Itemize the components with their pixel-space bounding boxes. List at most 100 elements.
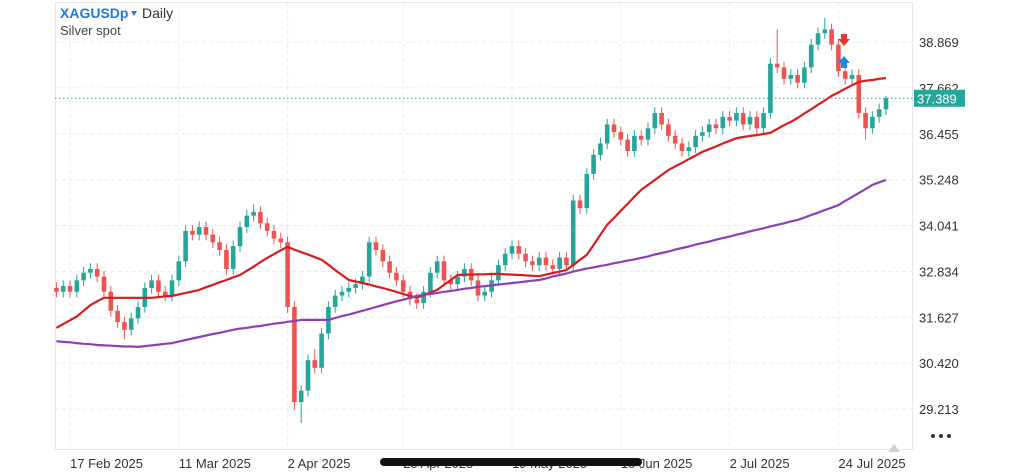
candle-body bbox=[74, 280, 80, 292]
scrollbar[interactable] bbox=[380, 458, 642, 466]
candle-body bbox=[604, 124, 610, 144]
candle-body bbox=[686, 147, 692, 152]
candle-body bbox=[666, 124, 671, 136]
candle-body bbox=[230, 246, 236, 269]
candle-body bbox=[754, 116, 760, 129]
x-tick-label: 24 Jul 2025 bbox=[838, 456, 905, 471]
candle-body bbox=[264, 223, 270, 231]
candle-body bbox=[713, 124, 719, 129]
candle-body bbox=[815, 33, 821, 45]
candle-body bbox=[81, 272, 86, 281]
candle-body bbox=[768, 63, 773, 114]
candle-body bbox=[672, 135, 678, 144]
sell-arrow bbox=[838, 34, 850, 46]
symbol-dropdown[interactable] bbox=[131, 11, 137, 16]
candle-body bbox=[54, 287, 59, 292]
candle-body bbox=[285, 242, 290, 307]
candle-body bbox=[237, 227, 243, 247]
candle-body bbox=[693, 135, 698, 148]
candle-body bbox=[101, 276, 107, 292]
candle-body bbox=[706, 124, 712, 133]
candle-body bbox=[747, 116, 753, 125]
candle-body bbox=[863, 113, 868, 129]
candle-body bbox=[88, 268, 93, 273]
candle-body bbox=[441, 261, 447, 281]
candle-body bbox=[482, 291, 488, 296]
symbol[interactable]: XAGUSDp bbox=[60, 5, 128, 21]
candle-body bbox=[516, 246, 522, 254]
scroll-to-end[interactable] bbox=[888, 444, 900, 452]
candle-body bbox=[319, 333, 324, 368]
candle-body bbox=[475, 280, 481, 296]
candle-body bbox=[734, 113, 739, 121]
candle-body bbox=[870, 116, 875, 129]
candle-body bbox=[224, 249, 229, 269]
candle-body bbox=[577, 200, 583, 209]
candle-body bbox=[802, 67, 807, 83]
candle-body bbox=[108, 291, 114, 311]
candle-body bbox=[543, 257, 549, 266]
candle-body bbox=[598, 143, 603, 155]
candle-body bbox=[292, 306, 297, 403]
y-axis: 29.213 30.420 31.627 32.834 34.041 35.248 36.4… bbox=[914, 35, 965, 417]
candle-body bbox=[60, 286, 66, 292]
candle-body bbox=[836, 44, 841, 72]
candle-body bbox=[462, 268, 467, 277]
candle-body bbox=[700, 132, 705, 136]
candle-body bbox=[278, 238, 284, 243]
candle-body bbox=[135, 306, 141, 319]
candle-body bbox=[169, 280, 175, 296]
candle-body bbox=[761, 113, 766, 129]
candle-body bbox=[387, 261, 392, 273]
candle-body bbox=[380, 249, 386, 262]
candle-body bbox=[162, 291, 168, 296]
candle-body bbox=[360, 276, 365, 285]
candle-body bbox=[781, 67, 787, 79]
candle-body bbox=[570, 200, 576, 266]
candle-body bbox=[611, 124, 617, 133]
candle-body bbox=[339, 291, 345, 296]
candle-body bbox=[740, 113, 746, 125]
candle-body bbox=[659, 113, 664, 125]
candle-body bbox=[305, 360, 311, 391]
candle-body bbox=[509, 246, 515, 254]
candle-body bbox=[332, 295, 338, 307]
y-tick-label: 38.869 bbox=[919, 35, 959, 50]
candle-body bbox=[203, 227, 209, 235]
candle-body bbox=[530, 261, 535, 266]
candle-body bbox=[679, 143, 685, 152]
candle-body bbox=[618, 132, 624, 140]
candle-body bbox=[346, 287, 352, 292]
marks bbox=[54, 18, 913, 423]
candle-body bbox=[210, 234, 216, 243]
candle-body bbox=[550, 265, 556, 269]
candle-body bbox=[258, 211, 263, 224]
dot[interactable] bbox=[947, 434, 951, 438]
candle-body bbox=[808, 44, 814, 68]
interval[interactable]: Daily bbox=[142, 5, 173, 21]
candle-body bbox=[434, 261, 440, 273]
candle-body bbox=[353, 284, 358, 288]
candle-body bbox=[652, 113, 658, 129]
candle-body bbox=[523, 253, 528, 262]
candle-body bbox=[788, 75, 794, 79]
x-tick-label: 17 Feb 2025 bbox=[70, 456, 143, 471]
candle-body bbox=[638, 135, 644, 140]
y-tick-label: 36.455 bbox=[919, 127, 959, 142]
dot[interactable] bbox=[931, 434, 935, 438]
candle-body bbox=[394, 272, 399, 281]
candle-body bbox=[625, 139, 630, 152]
candle-body bbox=[176, 261, 182, 281]
more-menu[interactable] bbox=[931, 434, 951, 438]
candle-body bbox=[455, 276, 460, 285]
candle-body bbox=[196, 227, 202, 235]
candle-body bbox=[876, 109, 882, 117]
candle-body bbox=[217, 242, 222, 250]
x-tick-label: 2 Jul 2025 bbox=[730, 456, 790, 471]
y-tick-label: 35.248 bbox=[919, 173, 959, 188]
candle-body bbox=[298, 390, 304, 403]
moving-average-line bbox=[56, 178, 887, 348]
dot[interactable] bbox=[939, 434, 943, 438]
candle-body bbox=[94, 268, 100, 277]
